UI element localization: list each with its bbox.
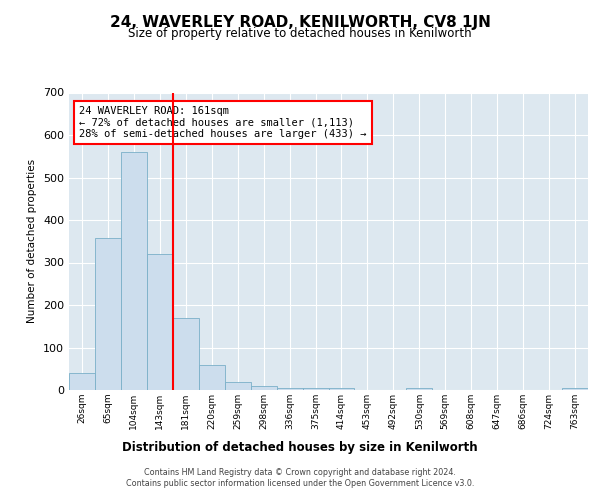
Bar	[121, 152, 147, 390]
Text: Size of property relative to detached houses in Kenilworth: Size of property relative to detached ho…	[128, 28, 472, 40]
Bar	[251, 386, 277, 390]
Bar	[95, 238, 121, 390]
Text: 24, WAVERLEY ROAD, KENILWORTH, CV8 1JN: 24, WAVERLEY ROAD, KENILWORTH, CV8 1JN	[110, 15, 490, 30]
Text: 24 WAVERLEY ROAD: 161sqm
← 72% of detached houses are smaller (1,113)
28% of sem: 24 WAVERLEY ROAD: 161sqm ← 72% of detach…	[79, 106, 367, 139]
Bar	[562, 388, 588, 390]
Bar	[277, 388, 302, 390]
Bar	[406, 388, 432, 390]
Bar	[329, 388, 355, 390]
Bar	[69, 373, 95, 390]
Bar	[302, 388, 329, 390]
Bar	[199, 364, 224, 390]
Y-axis label: Number of detached properties: Number of detached properties	[28, 159, 37, 324]
Text: Contains HM Land Registry data © Crown copyright and database right 2024.
Contai: Contains HM Land Registry data © Crown c…	[126, 468, 474, 487]
Bar	[173, 318, 199, 390]
Bar	[147, 254, 173, 390]
Text: Distribution of detached houses by size in Kenilworth: Distribution of detached houses by size …	[122, 441, 478, 454]
Bar	[225, 382, 251, 390]
